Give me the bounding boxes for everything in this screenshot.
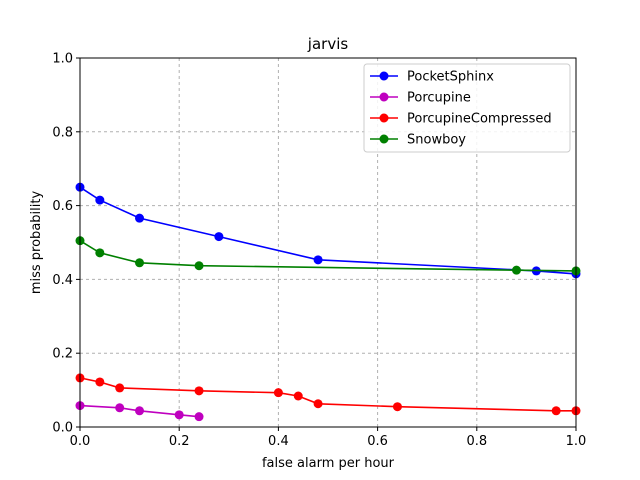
x-tick-label: 0.0 xyxy=(70,434,91,449)
legend-marker xyxy=(379,134,389,144)
data-point-snowboy xyxy=(95,248,105,258)
data-point-porcupine xyxy=(194,412,204,422)
series-line-porcupinecompressed xyxy=(79,377,576,412)
series-porcupine xyxy=(75,401,204,422)
data-point-porcupine xyxy=(115,403,125,413)
legend-label: PorcupineCompressed xyxy=(407,112,552,127)
legend-marker xyxy=(379,71,389,81)
x-tick-label: 1.0 xyxy=(566,434,587,449)
data-point-porcupine xyxy=(174,410,184,420)
legend-item: PorcupineCompressed xyxy=(370,112,552,127)
y-tick-label: 0.0 xyxy=(52,421,73,436)
legend-item: PocketSphinx xyxy=(370,70,494,85)
y-tick-label: 0.6 xyxy=(52,199,73,214)
data-point-pocketsphinx xyxy=(313,255,323,265)
x-tick-label: 0.8 xyxy=(466,434,487,449)
data-point-porcupinecompressed xyxy=(115,383,125,393)
data-point-porcupinecompressed xyxy=(273,388,283,398)
legend-label: PocketSphinx xyxy=(407,70,494,85)
y-tick-label: 1.0 xyxy=(52,52,73,67)
legend: PocketSphinx Porcupine PorcupineCompressed… xyxy=(363,63,571,153)
plot-frame xyxy=(79,57,577,428)
data-point-pocketsphinx xyxy=(135,213,145,223)
legend-label: Porcupine xyxy=(407,91,471,106)
x-tick-label: 0.4 xyxy=(268,434,289,449)
legend-marker xyxy=(379,92,389,102)
x-tick-label: 0.2 xyxy=(169,434,190,449)
data-point-porcupinecompressed xyxy=(293,391,303,401)
data-point-snowboy xyxy=(511,265,521,275)
y-tick-label: 0.8 xyxy=(52,125,73,140)
series-layer xyxy=(75,182,581,422)
axis-ticks: 0.0 0.2 0.4 0.6 0.8 1.0 0.0 0.2 0.4 0.6 0.8 1.0 xyxy=(52,52,586,450)
y-tick-label: 0.4 xyxy=(52,273,73,288)
y-axis-label: miss probability xyxy=(29,191,44,295)
legend-label: Snowboy xyxy=(407,133,466,148)
x-axis-label: false alarm per hour xyxy=(262,456,395,471)
data-point-snowboy xyxy=(194,261,204,271)
data-point-pocketsphinx xyxy=(95,195,105,205)
data-point-pocketsphinx xyxy=(214,232,224,242)
chart-title: jarvis xyxy=(307,35,349,53)
legend-box xyxy=(363,63,571,153)
data-point-snowboy xyxy=(135,258,145,268)
legend-marker xyxy=(379,113,389,123)
y-tick-label: 0.2 xyxy=(52,347,73,362)
data-point-porcupine xyxy=(135,406,145,416)
legend-item: Snowboy xyxy=(370,133,466,148)
data-point-porcupinecompressed xyxy=(392,402,402,412)
x-tick-label: 0.6 xyxy=(367,434,388,449)
data-point-porcupinecompressed xyxy=(95,377,105,387)
legend-item: Porcupine xyxy=(370,91,471,106)
data-point-porcupinecompressed xyxy=(551,406,561,416)
data-point-porcupinecompressed xyxy=(313,399,323,409)
data-point-porcupinecompressed xyxy=(194,386,204,396)
